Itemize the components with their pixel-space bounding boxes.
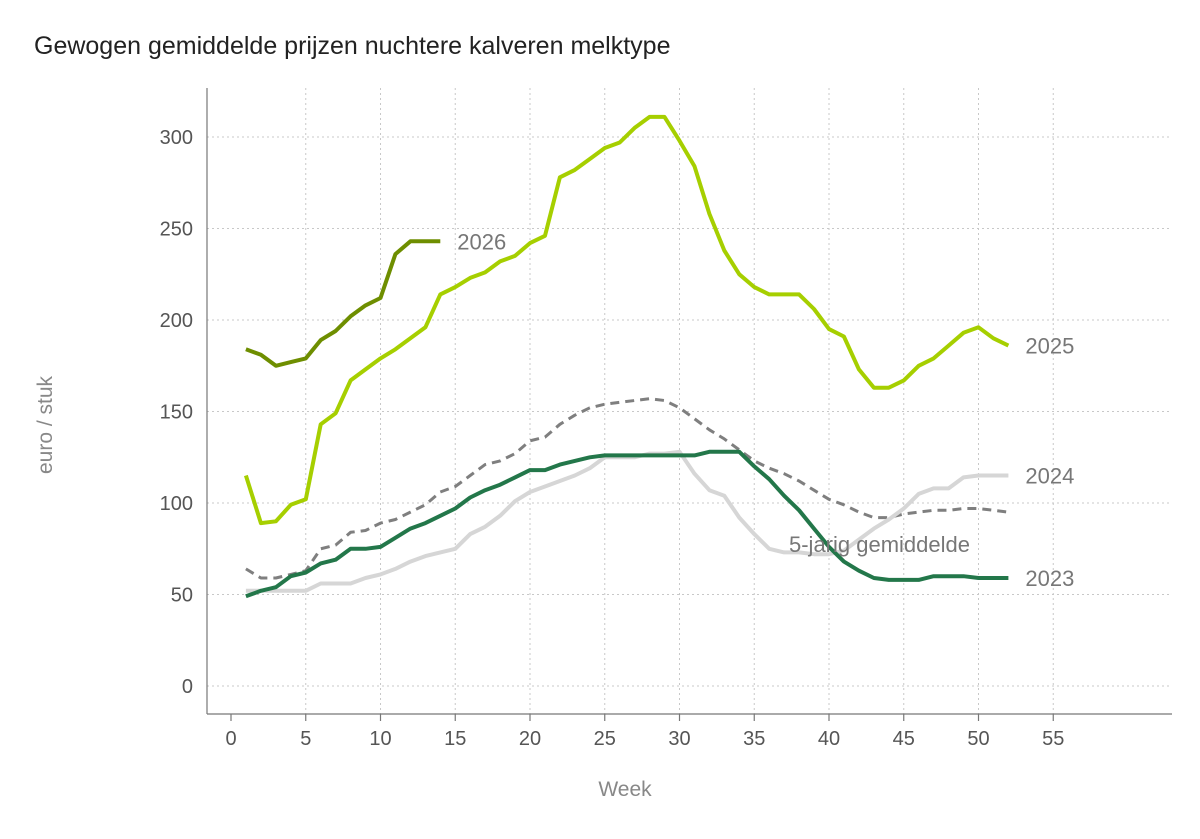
gridlines [207,88,1172,714]
series-lines [243,114,1010,599]
x-tick-label: 25 [594,728,616,750]
series-label: 2025 [1025,334,1074,359]
x-tick-label: 55 [1042,728,1064,750]
series-line-2024 [245,449,1009,593]
series-line-2025 [243,114,1010,526]
series-label: 2026 [457,229,506,254]
x-axis-label: Week [598,778,652,801]
x-tick-label: 40 [818,728,840,750]
x-tick-label: 35 [743,728,765,750]
y-tick-label: 300 [160,127,193,149]
y-tick-label: 0 [182,676,193,698]
y-tick-label: 50 [171,585,193,607]
x-tick-label: 15 [444,728,466,750]
series-line-2026 [245,239,441,368]
series-label: 5-jarig gemiddelde [789,532,970,557]
series-line-2023 [245,449,1009,599]
x-tick-label: 45 [893,728,915,750]
x-tick-label: 5 [300,728,311,750]
x-tick-label: 50 [967,728,989,750]
x-tick-label: 10 [369,728,391,750]
x-tick-label: 0 [225,728,236,750]
y-tick-label: 200 [160,310,193,332]
x-tick-label: 30 [668,728,690,750]
x-tick-label: 20 [519,728,541,750]
series-labels: 5-jarig gemiddelde 2024 2023 2025 2026 [457,229,1074,591]
chart-title: Gewogen gemiddelde prijzen nuchtere kalv… [34,32,670,60]
y-tick-label: 150 [160,402,193,424]
y-tick-label: 100 [160,493,193,515]
series-label: 2024 [1025,464,1074,489]
series-label: 2023 [1025,566,1074,591]
y-axis-label: euro / stuk [34,375,57,474]
series-line-5-jarig-gemiddelde [245,397,1009,580]
y-tick-label: 250 [160,219,193,241]
